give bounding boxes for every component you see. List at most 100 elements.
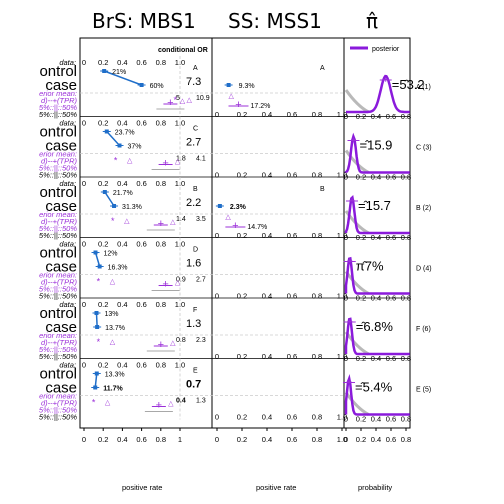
row-tick-label-middle: 0.8 [312, 292, 322, 301]
pathogen-letter: B [193, 186, 198, 193]
or-value: 0.7 [186, 379, 201, 391]
case-value-label: 13.7% [105, 325, 125, 332]
prior-density [344, 391, 370, 416]
row-tick-label-middle: 1.0 [337, 231, 347, 240]
or-high: 10.9 [196, 95, 210, 102]
label-tpr: d)--+(TPR) [41, 217, 78, 226]
row-tick-label-right: 0.4 [371, 415, 381, 424]
pi-plus: + [383, 75, 389, 86]
ss-value-label: 9.3% [239, 83, 255, 90]
label-q50: 5%::||::50% [39, 164, 77, 173]
label-data: data: [59, 179, 76, 188]
x-label-left: positive rate [122, 483, 162, 492]
label-data: data: [59, 119, 76, 128]
label-control: ontrol [39, 245, 77, 262]
row-tick-label-middle: 0.6 [287, 110, 297, 119]
x-tick-label-left: 0.2 [98, 435, 108, 444]
pathogen-right-label: F (6) [416, 326, 431, 333]
row-tick-label: 0.8 [156, 119, 166, 128]
row-tick-label-middle: 1.0 [337, 292, 347, 301]
or-low: 1.8 [176, 156, 186, 163]
row-tick-label-middle: 0.8 [312, 413, 322, 422]
row-tick-label-middle: 1.0 [337, 171, 347, 180]
ss-prior-triangle: △ [225, 214, 231, 221]
x-tick-label-right: 0.6 [386, 435, 396, 444]
x-tick-label-middle: 0.6 [287, 435, 297, 444]
x-label-right: probability [358, 483, 392, 492]
row-tick-label: 1.0 [175, 240, 185, 249]
post-tpr-triangle: △ [170, 219, 176, 226]
post-mean-plus: + [158, 218, 164, 230]
pathogen-right-label: B (2) [416, 205, 431, 212]
control-case-line [104, 191, 115, 207]
label-q50: 5%::||::50% [39, 345, 77, 354]
pi-hat-label: =̂15.7 [358, 198, 391, 213]
row-tick-label-middle: 0.4 [262, 110, 272, 119]
prior-density [344, 331, 370, 356]
or-low: 0.4 [176, 398, 186, 405]
control-point [102, 190, 107, 194]
label-tpr: d)--+(TPR) [41, 399, 78, 408]
x-tick-label-right: 0.8 [401, 435, 411, 444]
or-low: 5 [176, 95, 180, 102]
row-tick-label-middle: 0 [215, 171, 219, 180]
prior-star: * [97, 277, 101, 287]
label-control: ontrol [39, 63, 77, 80]
case-value-label: 60% [150, 83, 164, 90]
axes: 0 0.2 0.4 0.6 0.8 1 0 0.2 0.4 0.6 0.8 1.00 0.2 0.4 0.6… [82, 428, 411, 444]
control-case-line [106, 130, 121, 147]
row-tick-label: 0.6 [136, 300, 146, 309]
conditional-or-label: conditional OR [158, 47, 208, 54]
prior-triangle: △ [124, 218, 130, 225]
row-tick-label: 0 [82, 240, 86, 249]
pathogen-right-label: D (4) [416, 266, 432, 273]
row-tick-label-middle: 0.2 [237, 110, 247, 119]
or-value: 1.3 [186, 318, 201, 330]
post-tpr-triangle: △ [168, 401, 174, 408]
label-tpr: d)--+(TPR) [41, 278, 78, 287]
row-tick-label: 0.6 [136, 240, 146, 249]
case-point [93, 385, 98, 390]
post-mean-plus: + [158, 339, 164, 351]
prior-star: * [114, 156, 118, 166]
row-tick-label: 0.8 [156, 58, 166, 67]
pathogen-right-label: C (3) [416, 145, 432, 152]
label-q95: 5%::||::50% [39, 171, 77, 180]
row-tick-label-right: 0 [344, 415, 348, 424]
posterior-density [346, 74, 410, 114]
row-tick-label: 1.0 [175, 119, 185, 128]
post-tpr-triangle: △ [170, 340, 176, 347]
pathogen-letter: C [193, 126, 198, 133]
label-case: case [45, 319, 77, 336]
row-tick-label-middle: 0 [215, 231, 219, 240]
label-case: case [45, 380, 77, 397]
x-label-middle: positive rate [256, 483, 296, 492]
row-tick-label-middle: 1.0 [337, 110, 347, 119]
label-posterior-mean: erior mean: [39, 331, 77, 340]
ss-post-plus: + [232, 220, 238, 232]
row-tick-label-middle: 0.8 [312, 171, 322, 180]
control-case-line [95, 312, 98, 328]
panel-pi-frame [343, 37, 411, 429]
ss-post-label: 17.2% [251, 103, 271, 110]
post-tpr-triangle: △ [175, 280, 181, 287]
row-tick-label-middle: 1.0 [337, 352, 347, 361]
label-tpr: d)--+(TPR) [41, 157, 78, 166]
prior-star: * [92, 398, 96, 408]
or-low: 0.9 [176, 277, 186, 284]
row-tick-label: 0.6 [136, 119, 146, 128]
control-point [104, 129, 109, 134]
row-tick-label: 1.0 [175, 361, 185, 370]
row-tick-label: 0.4 [117, 119, 127, 128]
label-tpr: d)--+(TPR) [41, 96, 78, 105]
row-tick-label-middle: 0 [215, 352, 219, 361]
or-low: 1.4 [176, 216, 186, 223]
row-tick-label-middle: 0.4 [262, 413, 272, 422]
row-tick-label-middle: 0 [215, 292, 219, 301]
row-tick-label: 0.8 [156, 179, 166, 188]
pi-plus: + [346, 378, 352, 389]
ss-letter: B [320, 186, 325, 193]
pi-plus: + [347, 257, 353, 268]
title-left: BrS: MBS1 [92, 9, 196, 33]
label-data: data: [59, 361, 76, 370]
